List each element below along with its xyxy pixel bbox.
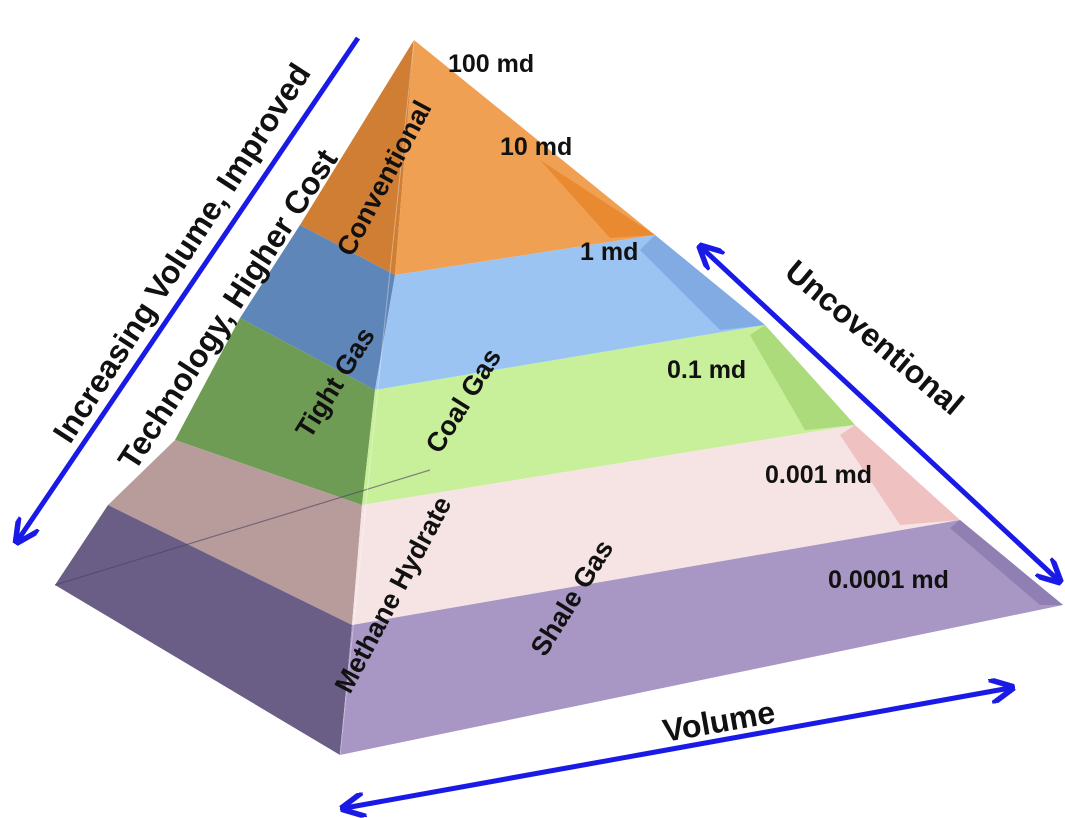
perm-1-md: 1 md [580, 238, 638, 266]
coal-gas-left-face [175, 318, 375, 505]
shale-gas-left-face [55, 505, 352, 755]
tight-gas-left-face [240, 225, 395, 390]
perm-0-001-md: 0.001 md [765, 461, 872, 489]
conventional-right-edge-shade [540, 160, 655, 238]
pyramid-front-edge [339, 39, 415, 756]
right-axis-arrow [702, 248, 1058, 580]
left-axis-arrow [18, 36, 361, 540]
perm-100-md: 100 md [448, 50, 534, 78]
layer-conventional [300, 40, 655, 275]
conventional-left-face [300, 40, 414, 275]
perm-0-0001-md: 0.0001 md [828, 566, 949, 594]
perm-10-md: 10 md [500, 133, 572, 161]
perm-0-1-md: 0.1 md [667, 356, 746, 384]
conventional-right-face [395, 40, 655, 275]
base-hidden-edge [54, 469, 431, 586]
bottom-axis-arrow [345, 688, 1010, 808]
methane-hydrate-left-face [108, 440, 362, 625]
